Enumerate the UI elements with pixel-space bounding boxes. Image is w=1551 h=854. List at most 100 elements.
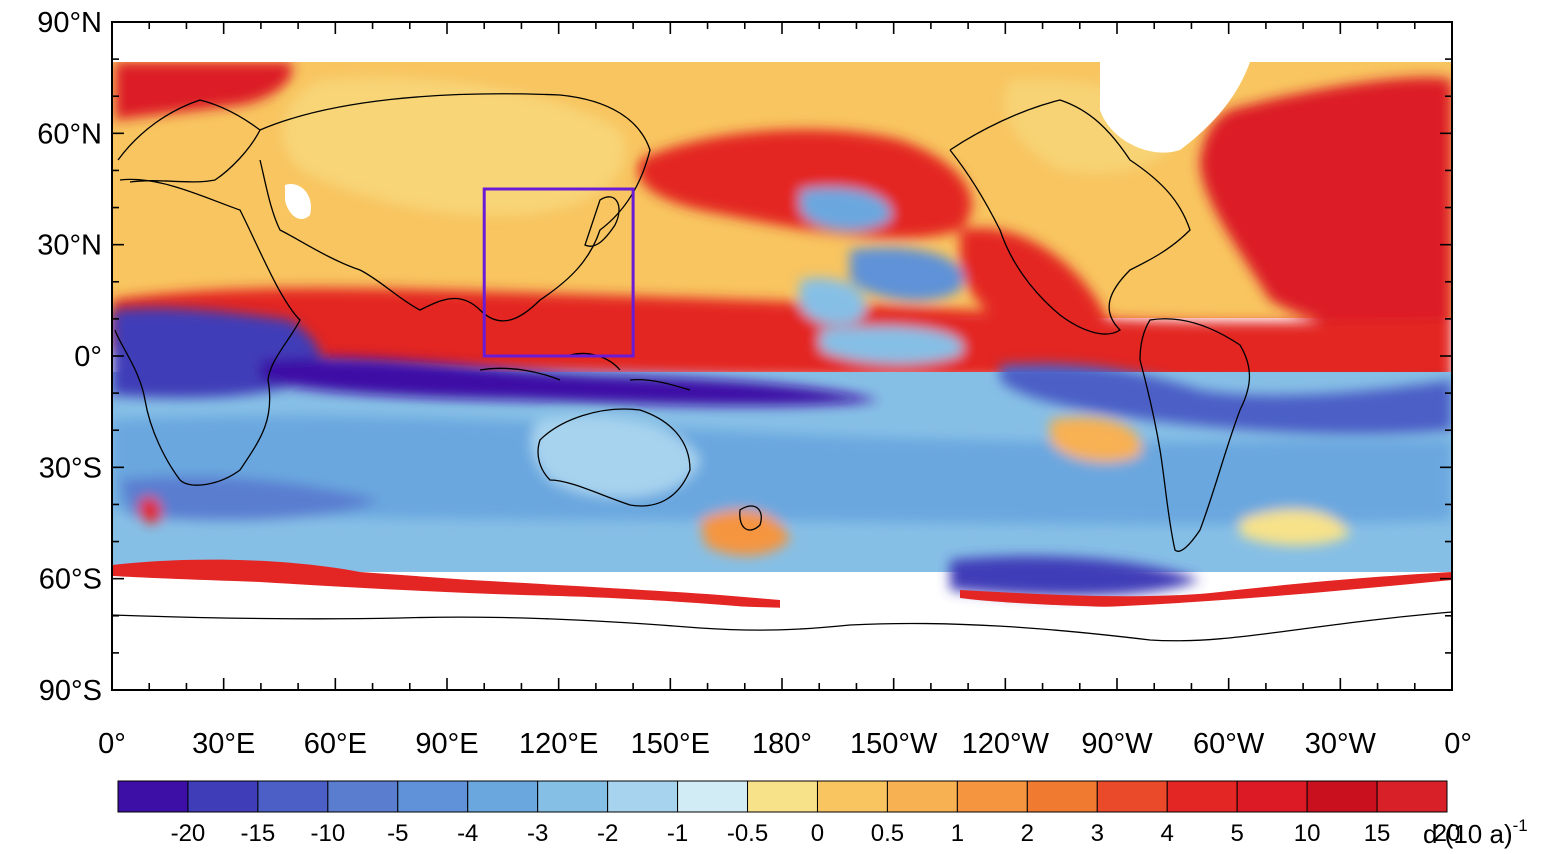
field-tropics-red (112, 288, 1452, 387)
lon-label: 120°E (519, 728, 598, 760)
colorbar-swatch (816, 780, 888, 813)
lat-label: 90°N (37, 7, 102, 39)
coast-australia (537, 408, 691, 507)
colorbar-label: 0 (811, 820, 824, 847)
field-c-pacific-mix (800, 187, 892, 231)
lon-label: 150°W (850, 728, 938, 760)
trend-field (112, 22, 1452, 690)
colorbar-label: 3 (1091, 820, 1104, 847)
field-eq-atlantic-blue (1000, 363, 1452, 435)
field-eurasia-light (282, 77, 626, 216)
longitude-labels: 0° 30°E 60°E 90°E 120°E 150°E 180° 150°W 120°W 90… (98, 728, 1472, 760)
colorbar-swatch (886, 780, 958, 813)
colorbar-label: 5 (1230, 820, 1243, 847)
coast-antarctica (112, 611, 1452, 642)
colorbar-swatch (187, 780, 259, 813)
coast-s-america (1139, 318, 1251, 552)
colorbar-swatch (397, 780, 469, 813)
coast-africa (114, 178, 301, 486)
colorbar-label: 2 (1021, 820, 1034, 847)
field-n-atlantic-red (1200, 77, 1452, 334)
nodata-caspian (285, 184, 311, 220)
field-s-ocean-deep (950, 556, 1200, 597)
axis-ticks (111, 21, 1453, 691)
colorbar-swatch (537, 780, 609, 813)
coast-europe (117, 99, 261, 183)
coast-nz (739, 505, 762, 531)
field-s-atlantic-yellow (1240, 509, 1350, 546)
colorbar-label: -0.5 (727, 820, 768, 847)
lon-label: 120°W (962, 728, 1050, 760)
coast-n-america (949, 99, 1191, 335)
lon-label: 60°W (1193, 728, 1265, 760)
colorbar-label: -15 (241, 820, 276, 847)
field-southern-ring (112, 559, 780, 610)
colorbar-label: -4 (457, 820, 478, 847)
colorbar-swatch (956, 780, 1028, 813)
field-c-pacific-blue (850, 247, 964, 301)
lon-label: 30°E (192, 728, 255, 760)
lat-label: 30°S (39, 452, 102, 484)
lat-label: 90°S (39, 675, 102, 707)
field-eq-pacific-blue (820, 326, 964, 365)
field-s-pacific-orange (1050, 416, 1142, 463)
map-panel (112, 22, 1452, 690)
lon-label: 90°E (415, 728, 478, 760)
lon-label: 90°W (1081, 728, 1153, 760)
colorbar-label: -10 (310, 820, 345, 847)
colorbar-label: 15 (1364, 820, 1391, 847)
colorbar-label: -2 (597, 820, 618, 847)
nodata-greenland (1100, 62, 1250, 153)
colorbar-label: -5 (387, 820, 408, 847)
colorbar-label: 10 (1294, 820, 1321, 847)
colorbar-label: -1 (667, 820, 688, 847)
colorbar-label: 20 (1434, 820, 1461, 847)
colorbar-swatch (607, 780, 679, 813)
colorbar-swatch (1166, 780, 1238, 813)
colorbar-swatch (1376, 780, 1448, 813)
colorbar-swatch (1236, 780, 1308, 813)
colorbar-swatch (1096, 780, 1168, 813)
colorbar (117, 780, 1448, 813)
colorbar-swatch (327, 780, 399, 813)
nodata-antarctic (112, 580, 1452, 690)
field-s-indian-blue (120, 476, 380, 520)
coastlines (112, 93, 1452, 642)
colorbar-label: 0.5 (871, 820, 904, 847)
field-arctic-red (115, 62, 292, 120)
latitude-labels: 90°N 60°N 30°N 0° 30°S 60°S 90°S (37, 7, 102, 707)
field-australia-light (531, 416, 700, 498)
colorbar-label: -20 (171, 820, 206, 847)
colorbar-swatch (117, 780, 189, 813)
colorbar-unit: d (10 a)-1 (1423, 816, 1528, 849)
colorbar-swatch (257, 780, 329, 813)
field-nz-orange (700, 509, 790, 556)
colorbar-label: 1 (951, 820, 964, 847)
field-eq-deep-blue (260, 357, 880, 406)
colorbar-unit-exponent: -1 (1513, 816, 1528, 835)
colorbar-swatch (677, 780, 749, 813)
lat-label: 30°N (37, 230, 102, 262)
colorbar-swatch (1026, 780, 1098, 813)
field-c-pacific-blue2 (798, 278, 867, 326)
colorbar-swatch (1306, 780, 1378, 813)
lon-label: 150°E (631, 728, 710, 760)
lat-label: 60°S (39, 564, 102, 596)
field-benguela-red (139, 496, 162, 524)
colorbar-labels: -20 -15 -10 -5 -4 -3 -2 -1 -0.5 0 0.5 1 2 3 4 5 10 15 20 (171, 820, 1461, 847)
colorbar-label: -3 (527, 820, 548, 847)
highlight-box-layer (482, 187, 635, 358)
lon-label: 0° (98, 728, 126, 760)
lon-label: 30°W (1305, 728, 1377, 760)
coast-asia (259, 93, 651, 322)
colorbar-swatch (467, 780, 539, 813)
colorbar-unit-text: d (10 a) (1423, 819, 1513, 849)
colorbar-swatch (747, 780, 818, 813)
colorbar-label: 4 (1161, 820, 1174, 847)
lon-label: 0° (1444, 728, 1472, 760)
coast-japan (584, 196, 620, 247)
lon-label: 60°E (304, 728, 367, 760)
highlight-box (482, 187, 635, 358)
field-southern-ring-2 (960, 572, 1452, 608)
